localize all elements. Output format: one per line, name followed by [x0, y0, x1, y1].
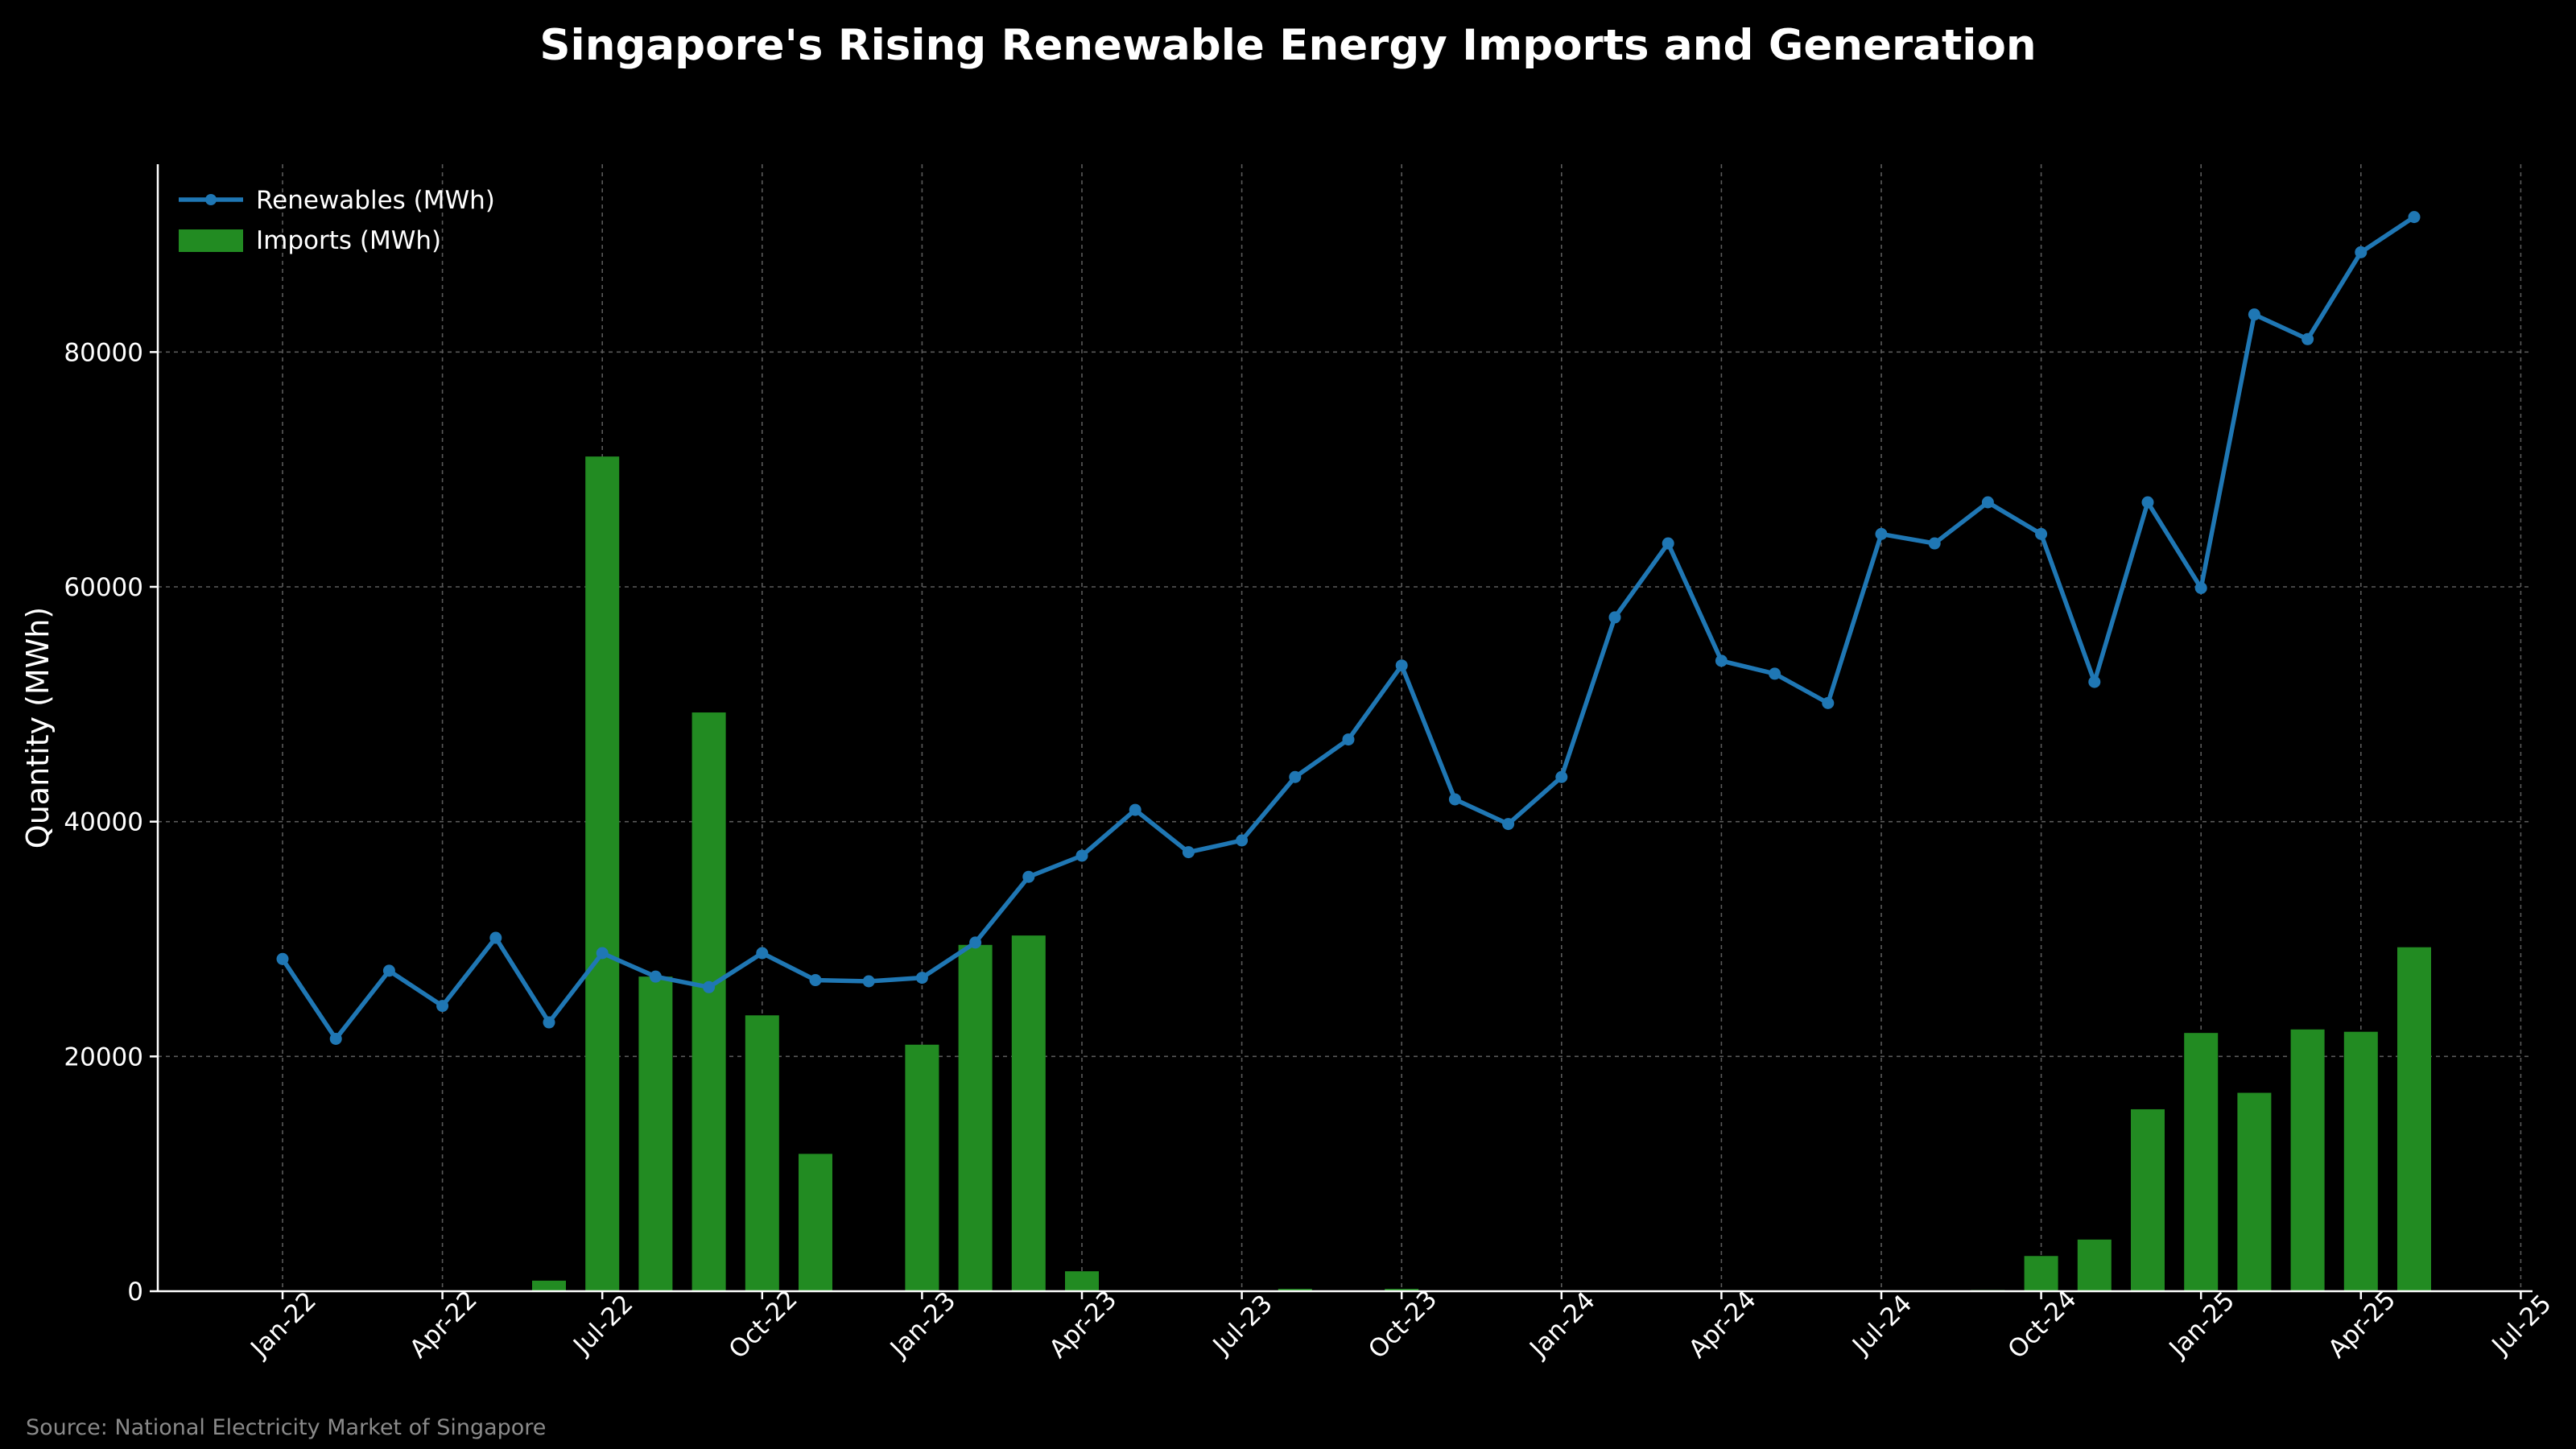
- renewables-point: [1822, 696, 1835, 709]
- gridlines: [158, 164, 2533, 1291]
- renewables-point: [1715, 654, 1728, 667]
- legend-label-renewables: Renewables (MWh): [256, 186, 495, 215]
- renewables-point: [1075, 849, 1088, 862]
- imports-bar: [2131, 1108, 2165, 1291]
- renewables-point: [2035, 527, 2048, 540]
- renewables-point: [1555, 770, 1568, 783]
- y-axis-ticks: 0 20000 40000 60000 80000: [64, 338, 158, 1307]
- renewables-point: [2194, 581, 2207, 594]
- imports-bar: [1011, 935, 1046, 1291]
- imports-bar: [745, 1015, 779, 1291]
- renewables-point: [543, 1016, 555, 1029]
- renewables-point: [915, 972, 928, 985]
- renewables-point: [1769, 667, 1781, 680]
- imports-bar: [1065, 1271, 1099, 1291]
- renewables-point: [649, 970, 662, 983]
- y-axis-label: Quantity (MWh): [20, 607, 56, 848]
- renewables-point: [862, 975, 875, 988]
- source-note: Source: National Electricity Market of S…: [26, 1415, 546, 1440]
- renewables-point: [1608, 611, 1621, 624]
- renewables-point: [2408, 211, 2421, 224]
- legend-bar-swatch: [179, 229, 243, 252]
- renewables-point: [1236, 834, 1249, 847]
- renewables-point: [2088, 675, 2101, 688]
- imports-bar: [958, 944, 993, 1291]
- renewables-point: [382, 964, 395, 977]
- imports-bar: [1278, 1289, 1312, 1291]
- renewables-point: [703, 980, 716, 993]
- renewables-point: [1875, 527, 1888, 540]
- renewables-point: [596, 947, 609, 960]
- renewables-point: [1182, 846, 1195, 859]
- imports-bars: [532, 456, 2431, 1291]
- renewables-point: [2141, 496, 2154, 509]
- renewables-point: [1129, 803, 1141, 816]
- chart-title: Singapore's Rising Renewable Energy Impo…: [539, 21, 2036, 70]
- y-tick-label: 20000: [64, 1042, 143, 1071]
- renewables-point: [756, 947, 769, 960]
- y-tick-label: 80000: [64, 338, 143, 367]
- renewables-point: [1662, 537, 1674, 550]
- imports-bar: [2024, 1256, 2058, 1291]
- renewables-point: [1395, 659, 1408, 672]
- legend-item-imports: Imports (MWh): [179, 226, 441, 255]
- imports-bar: [1385, 1289, 1419, 1291]
- renewables-point: [2248, 308, 2260, 321]
- renewables-point: [2301, 332, 2314, 345]
- renewables-point: [1928, 537, 1941, 550]
- renewables-point: [329, 1032, 342, 1045]
- legend-item-renewables: Renewables (MWh): [179, 186, 495, 215]
- imports-bar: [2184, 1033, 2219, 1291]
- renewables-point: [1502, 818, 1515, 831]
- renewables-point: [809, 974, 822, 987]
- renewables-point: [276, 952, 289, 965]
- renewables-point: [2355, 246, 2368, 258]
- imports-bar: [2290, 1029, 2325, 1291]
- legend: Renewables (MWh) Imports (MWh): [179, 186, 495, 255]
- renewables-point: [1981, 496, 1994, 509]
- y-tick-label: 60000: [64, 573, 143, 602]
- renewables-point: [1289, 770, 1302, 783]
- imports-bar: [799, 1154, 832, 1291]
- imports-bar: [691, 712, 726, 1291]
- imports-bar: [2237, 1092, 2272, 1291]
- imports-bar: [905, 1044, 939, 1291]
- imports-bar: [2343, 1031, 2378, 1291]
- imports-bar: [638, 976, 673, 1291]
- renewables-line-series: [276, 211, 2421, 1045]
- renewables-point: [969, 936, 982, 949]
- imports-bar: [2397, 947, 2431, 1291]
- imports-bar: [585, 456, 620, 1291]
- legend-marker-swatch: [205, 194, 217, 205]
- renewables-point: [436, 1000, 449, 1013]
- legend-label-imports: Imports (MWh): [256, 226, 441, 255]
- renewables-point: [1022, 870, 1035, 883]
- y-tick-label: 0: [127, 1278, 143, 1307]
- renewables-point: [1342, 733, 1355, 746]
- imports-bar: [2077, 1239, 2112, 1291]
- renewables-point: [489, 931, 502, 944]
- y-tick-label: 40000: [64, 808, 143, 837]
- imports-bar: [532, 1280, 566, 1291]
- renewables-point: [1448, 793, 1461, 806]
